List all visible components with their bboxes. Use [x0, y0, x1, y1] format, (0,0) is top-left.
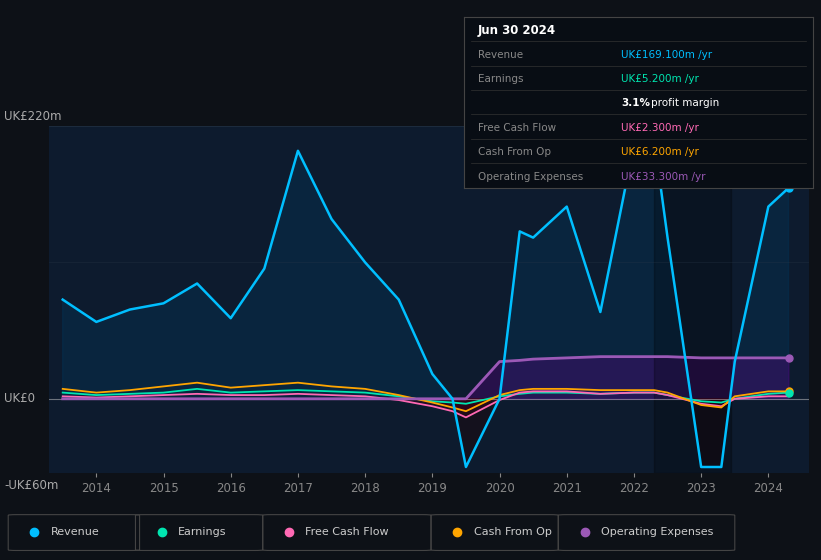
Text: Cash From Op: Cash From Op [478, 147, 551, 157]
Text: Cash From Op: Cash From Op [474, 527, 552, 537]
Text: UK£220m: UK£220m [4, 110, 62, 123]
Text: UK£6.200m /yr: UK£6.200m /yr [621, 147, 699, 157]
Text: UK£2.300m /yr: UK£2.300m /yr [621, 123, 699, 133]
Text: Operating Expenses: Operating Expenses [601, 527, 713, 537]
Text: Revenue: Revenue [478, 50, 523, 59]
Bar [654, 126, 732, 473]
Text: UK£169.100m /yr: UK£169.100m /yr [621, 50, 712, 59]
Text: UK£33.300m /yr: UK£33.300m /yr [621, 171, 705, 181]
Text: Earnings: Earnings [478, 74, 523, 84]
Text: Jun 30 2024: Jun 30 2024 [478, 24, 556, 37]
Text: Earnings: Earnings [178, 527, 227, 537]
Text: Revenue: Revenue [51, 527, 99, 537]
Text: 3.1%: 3.1% [621, 99, 650, 109]
Text: Free Cash Flow: Free Cash Flow [478, 123, 556, 133]
Text: Free Cash Flow: Free Cash Flow [305, 527, 389, 537]
Text: UK£0: UK£0 [4, 393, 35, 405]
Text: UK£5.200m /yr: UK£5.200m /yr [621, 74, 699, 84]
Text: -UK£60m: -UK£60m [4, 479, 58, 492]
Text: Operating Expenses: Operating Expenses [478, 171, 583, 181]
Text: profit margin: profit margin [650, 99, 719, 109]
